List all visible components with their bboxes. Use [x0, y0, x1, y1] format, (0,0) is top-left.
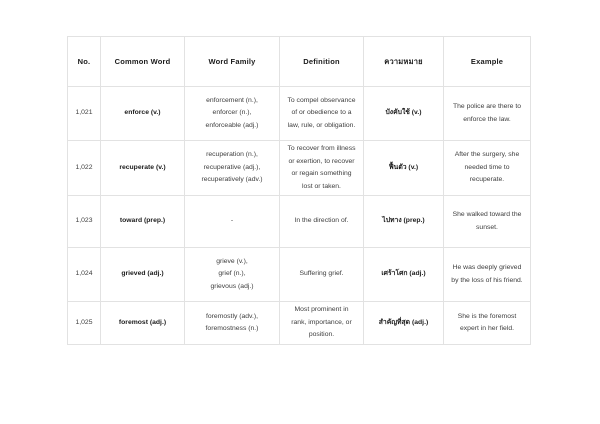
- family-line: enforcer (n.),: [212, 109, 252, 117]
- cell-thai: เศร้าโศก (adj.): [363, 247, 444, 303]
- cell-no: 1,021: [67, 86, 101, 141]
- family-line: enforceable (adj.): [205, 121, 259, 129]
- cell-word: grieved (adj.): [100, 247, 185, 303]
- family-line: recuperative (adj.),: [203, 163, 261, 171]
- column-header-thai: ความหมาย: [363, 36, 444, 87]
- cell-thai: ไปทาง (prep.): [363, 195, 444, 249]
- cell-family: -: [184, 195, 280, 249]
- column-header-word: Common Word: [100, 36, 185, 87]
- cell-definition: Suffering grief.: [279, 247, 364, 303]
- family-line: recuperation (n.),: [206, 151, 258, 159]
- table-row: 1,023 toward (prep.) - In the direction of.…: [67, 195, 531, 249]
- cell-example: The police are there to enforce the law.: [443, 86, 531, 141]
- cell-thai: บังคับใช้ (v.): [363, 86, 444, 141]
- cell-family: recuperation (n.), recuperative (adj.), re…: [184, 139, 280, 197]
- family-line: grief (n.),: [218, 270, 246, 278]
- family-line: enforcement (n.),: [206, 96, 258, 104]
- column-header-family: Word Family: [184, 36, 280, 87]
- cell-example: She is the foremost expert in her field.: [443, 301, 531, 345]
- cell-family: grieve (v.), grief (n.), grievous (adj.): [184, 247, 280, 303]
- column-header-definition: Definition: [279, 36, 364, 87]
- table-row: 1,024 grieved (adj.) grieve (v.), grief (n.…: [67, 247, 531, 303]
- cell-word: recuperate (v.): [100, 139, 185, 197]
- family-line: grieve (v.),: [216, 257, 248, 265]
- family-line: foremostness (n.): [205, 325, 259, 333]
- cell-example: He was deeply grieved by the loss of his…: [443, 247, 531, 303]
- cell-family: enforcement (n.), enforcer (n.), enforceab…: [184, 86, 280, 141]
- family-line: grievous (adj.): [210, 283, 254, 291]
- cell-no: 1,025: [67, 301, 101, 345]
- cell-word: foremost (adj.): [100, 301, 185, 345]
- header-row: No. Common Word Word Family Definition ความห…: [67, 36, 531, 87]
- cell-no: 1,024: [67, 247, 101, 303]
- column-header-no: No.: [67, 36, 101, 87]
- cell-thai: ฟื้นตัว (v.): [363, 139, 444, 197]
- table-row: 1,021 enforce (v.) enforcement (n.), enforc…: [67, 86, 531, 141]
- cell-thai: สำคัญที่สุด (adj.): [363, 301, 444, 345]
- family-line: foremostly (adv.),: [206, 312, 258, 320]
- cell-definition: To compel observance of or obedience to …: [279, 86, 364, 141]
- cell-definition: In the direction of.: [279, 195, 364, 249]
- family-line: -: [230, 217, 234, 225]
- cell-definition: Most prominent in rank, importance, or p…: [279, 301, 364, 345]
- column-header-example: Example: [443, 36, 531, 87]
- cell-word: toward (prep.): [100, 195, 185, 249]
- cell-word: enforce (v.): [100, 86, 185, 141]
- cell-example: She walked toward the sunset.: [443, 195, 531, 249]
- table-row: 1,022 recuperate (v.) recuperation (n.), re…: [67, 139, 531, 197]
- cell-family: foremostly (adv.), foremostness (n.): [184, 301, 280, 345]
- family-line: recuperatively (adv.): [201, 176, 263, 184]
- table-row: 1,025 foremost (adj.) foremostly (adv.), fo…: [67, 301, 531, 345]
- cell-definition: To recover from illness or exertion, to …: [279, 139, 364, 197]
- cell-no: 1,022: [67, 139, 101, 197]
- vocabulary-table: No. Common Word Word Family Definition ความห…: [67, 36, 531, 345]
- cell-example: After the surgery, she needed time to re…: [443, 139, 531, 197]
- cell-no: 1,023: [67, 195, 101, 249]
